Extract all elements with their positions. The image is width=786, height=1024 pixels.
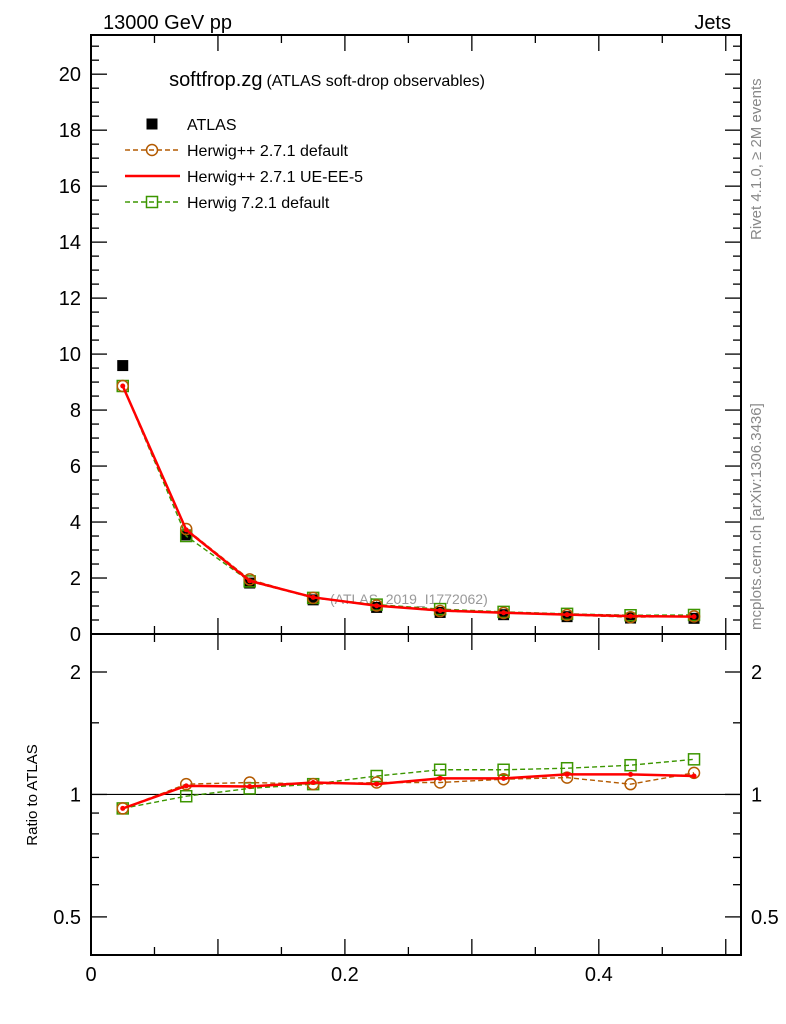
main-point-herwig-2-7-1-ue-ee-5 (564, 612, 570, 618)
legend-marker (145, 195, 159, 209)
legend-label: ATLAS (187, 117, 237, 134)
legend-label: Herwig++ 2.7.1 default (187, 143, 349, 160)
ratio-point-herwig-2-7-1-default (624, 777, 637, 791)
ratio-point-herwig-7-2-1-default (370, 769, 383, 783)
main-line-herwig-7-2-1-default (122, 385, 695, 616)
main-point-herwig-2-7-1-default (243, 573, 256, 586)
ratio-point-herwig-7-2-1-default (433, 763, 447, 777)
analysis-annotation: (ATLAS_2019_I1772062) (330, 591, 488, 607)
main-point-herwig-2-7-1-default (179, 522, 193, 536)
y-tick-label: 0 (70, 624, 81, 646)
x-tick-label: 0.4 (585, 964, 613, 986)
main-point-herwig-2-7-1-ue-ee-5 (628, 613, 634, 619)
ratio-point-herwig-2-7-1-default (306, 777, 320, 791)
ratio-point-herwig-2-7-1-ue-ee-5 (628, 771, 634, 777)
ratio-y-tick-label: 0.5 (53, 907, 81, 929)
main-point-herwig-2-7-1-ue-ee-5 (374, 603, 380, 609)
legend-marker (146, 118, 158, 130)
y-tick-label: 12 (59, 288, 81, 310)
energy-label: 13000 GeV pp (103, 12, 232, 34)
y-tick-label: 8 (70, 400, 81, 422)
main-point-herwig-2-7-1-ue-ee-5 (310, 594, 316, 600)
main-line-herwig-2-7-1-default (122, 385, 695, 618)
y-tick-label: 4 (70, 512, 81, 534)
ratio-y-tick-label-right: 0.5 (751, 907, 779, 929)
main-point-herwig-2-7-1-ue-ee-5 (691, 614, 697, 620)
ratio-y-tick-label-right: 2 (751, 662, 762, 684)
main-point-herwig-2-7-1-ue-ee-5 (183, 527, 189, 533)
ratio-line-herwig-2-7-1-ue-ee-5 (122, 773, 695, 810)
ratio-point-herwig-2-7-1-ue-ee-5 (120, 805, 126, 811)
x-tick-label: 0 (85, 964, 96, 986)
main-point-atlas (307, 594, 319, 606)
chart-title: softfrop.zg (ATLAS soft-drop observables) (169, 69, 485, 91)
y-tick-label: 20 (59, 64, 81, 86)
ratio-point-herwig-7-2-1-default (179, 789, 193, 803)
legend-label: Herwig++ 2.7.1 UE-EE-5 (187, 169, 363, 186)
legend-label: Herwig 7.2.1 default (187, 195, 330, 212)
ratio-point-herwig-2-7-1-ue-ee-5 (691, 773, 697, 779)
mcplots-label: mcplots.cern.ch [arXiv:1306.3436] (748, 403, 765, 630)
main-point-herwig-2-7-1-ue-ee-5 (120, 383, 126, 389)
ratio-point-herwig-2-7-1-ue-ee-5 (247, 784, 253, 790)
title-sub: (ATLAS soft-drop observables) (266, 73, 484, 90)
ratio-point-herwig-2-7-1-ue-ee-5 (437, 775, 443, 781)
ratio-point-herwig-7-2-1-default (497, 763, 510, 777)
main-point-herwig-2-7-1-ue-ee-5 (247, 578, 253, 584)
main-line-herwig-2-7-1-ue-ee-5 (121, 385, 695, 618)
ratio-y-tick-label: 1 (70, 784, 81, 806)
main-point-herwig-2-7-1-ue-ee-5 (437, 607, 443, 613)
ratio-point-herwig-2-7-1-ue-ee-5 (374, 781, 380, 787)
ratio-line-herwig-7-2-1-default (122, 758, 695, 810)
legend-marker (145, 143, 159, 157)
y-tick-label: 10 (59, 344, 81, 366)
main-point-atlas (117, 360, 129, 372)
y-tick-label: 6 (70, 456, 81, 478)
y-tick-label: 14 (59, 232, 81, 254)
category-label: Jets (694, 12, 731, 34)
ratio-point-herwig-2-7-1-ue-ee-5 (310, 779, 316, 785)
y-tick-label: 2 (70, 568, 81, 590)
rivet-label: Rivet 4.1.0, ≥ 2M events (748, 78, 765, 240)
main-point-herwig-2-7-1-ue-ee-5 (501, 610, 507, 616)
ratio-point-herwig-7-2-1-default (687, 753, 701, 766)
ratio-point-herwig-7-2-1-default (624, 758, 637, 772)
y-tick-label: 16 (59, 176, 81, 198)
ratio-ylabel: Ratio to ATLAS (24, 744, 41, 845)
ratio-line-herwig-2-7-1-default (122, 772, 695, 810)
x-tick-label: 0.2 (331, 964, 359, 986)
ratio-point-herwig-2-7-1-default (179, 777, 193, 791)
ratio-point-herwig-2-7-1-ue-ee-5 (501, 775, 507, 781)
title-main: softfrop.zg (169, 69, 262, 91)
y-tick-label: 18 (59, 120, 81, 142)
main-point-herwig-2-7-1-default (116, 379, 129, 393)
ratio-y-tick-label-right: 1 (751, 784, 762, 806)
ratio-point-herwig-2-7-1-default (116, 802, 129, 815)
ratio-y-tick-label: 2 (70, 662, 81, 684)
ratio-point-herwig-2-7-1-ue-ee-5 (564, 771, 570, 777)
ratio-point-herwig-2-7-1-ue-ee-5 (183, 783, 189, 789)
